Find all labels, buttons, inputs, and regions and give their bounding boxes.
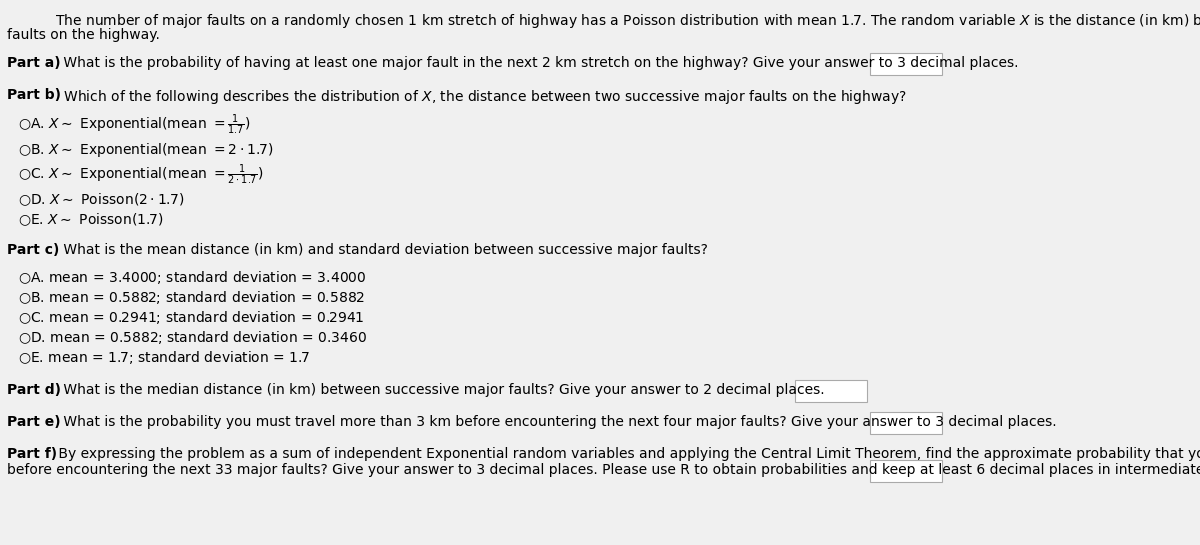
Text: $\bigcirc$A. mean = 3.4000; standard deviation = 3.4000: $\bigcirc$A. mean = 3.4000; standard dev… bbox=[18, 269, 366, 286]
Text: $\bigcirc$D. $X\sim$ Poisson$(2\cdot 1.7)$: $\bigcirc$D. $X\sim$ Poisson$(2\cdot 1.7… bbox=[18, 191, 184, 208]
Text: By expressing the problem as a sum of independent Exponential random variables a: By expressing the problem as a sum of in… bbox=[54, 447, 1200, 461]
Text: What is the median distance (in km) between successive major faults? Give your a: What is the median distance (in km) betw… bbox=[59, 383, 824, 397]
Text: Part a): Part a) bbox=[7, 56, 61, 70]
Text: $\bigcirc$B. mean = 0.5882; standard deviation = 0.5882: $\bigcirc$B. mean = 0.5882; standard dev… bbox=[18, 289, 365, 306]
FancyBboxPatch shape bbox=[870, 412, 942, 434]
Text: $\bigcirc$E. $X\sim$ Poisson$(1.7)$: $\bigcirc$E. $X\sim$ Poisson$(1.7)$ bbox=[18, 211, 163, 228]
Text: $\bigcirc$D. mean = 0.5882; standard deviation = 0.3460: $\bigcirc$D. mean = 0.5882; standard dev… bbox=[18, 329, 367, 346]
Text: faults on the highway.: faults on the highway. bbox=[7, 28, 160, 42]
Text: $\bigcirc$A. $X\sim$ Exponential(mean $=\frac{1}{1.7}$): $\bigcirc$A. $X\sim$ Exponential(mean $=… bbox=[18, 113, 251, 137]
Text: What is the probability of having at least one major fault in the next 2 km stre: What is the probability of having at lea… bbox=[59, 56, 1019, 70]
Text: $\bigcirc$C. $X\sim$ Exponential(mean $=\frac{1}{2\cdot1.7}$): $\bigcirc$C. $X\sim$ Exponential(mean $=… bbox=[18, 163, 264, 187]
Text: $\bigcirc$C. mean = 0.2941; standard deviation = 0.2941: $\bigcirc$C. mean = 0.2941; standard dev… bbox=[18, 309, 365, 326]
FancyBboxPatch shape bbox=[870, 460, 942, 482]
Text: Part b): Part b) bbox=[7, 88, 61, 102]
Text: Which of the following describes the distribution of $\mathit{X}$, the distance : Which of the following describes the dis… bbox=[59, 88, 907, 106]
Text: $\bigcirc$B. $X\sim$ Exponential(mean $= 2\cdot 1.7$): $\bigcirc$B. $X\sim$ Exponential(mean $=… bbox=[18, 141, 274, 159]
Text: Part e): Part e) bbox=[7, 415, 61, 429]
Text: Part d): Part d) bbox=[7, 383, 61, 397]
FancyBboxPatch shape bbox=[796, 380, 866, 402]
Text: The number of major faults on a randomly chosen 1 km stretch of highway has a Po: The number of major faults on a randomly… bbox=[55, 12, 1200, 30]
Text: What is the mean distance (in km) and standard deviation between successive majo: What is the mean distance (in km) and st… bbox=[59, 243, 708, 257]
Text: Part f): Part f) bbox=[7, 447, 58, 461]
FancyBboxPatch shape bbox=[870, 53, 942, 75]
Text: before encountering the next 33 major faults? Give your answer to 3 decimal plac: before encountering the next 33 major fa… bbox=[7, 463, 1200, 477]
Text: What is the probability you must travel more than 3 km before encountering the n: What is the probability you must travel … bbox=[59, 415, 1057, 429]
Text: Part c): Part c) bbox=[7, 243, 59, 257]
Text: $\bigcirc$E. mean = 1.7; standard deviation = 1.7: $\bigcirc$E. mean = 1.7; standard deviat… bbox=[18, 349, 311, 366]
